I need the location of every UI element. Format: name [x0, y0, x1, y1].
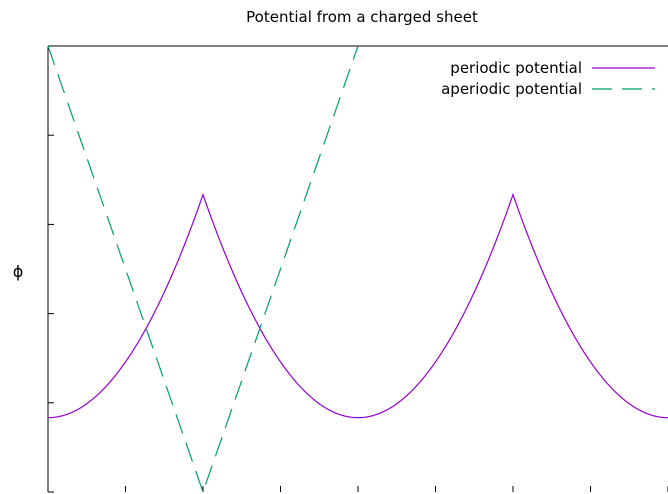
axis-ticks [47, 45, 668, 493]
legend-label-0: periodic potential [450, 59, 582, 77]
chart-title: Potential from a charged sheet [246, 8, 478, 26]
legend-label-1: aperiodic potential [441, 80, 582, 98]
legend: periodic potential aperiodic potential [441, 59, 655, 98]
series-line-0 [47, 192, 668, 419]
y-axis-label: ϕ [13, 262, 24, 281]
series-layer [47, 45, 668, 494]
series-line-1 [47, 45, 359, 494]
plot-area: periodic potential aperiodic potential [47, 45, 668, 494]
